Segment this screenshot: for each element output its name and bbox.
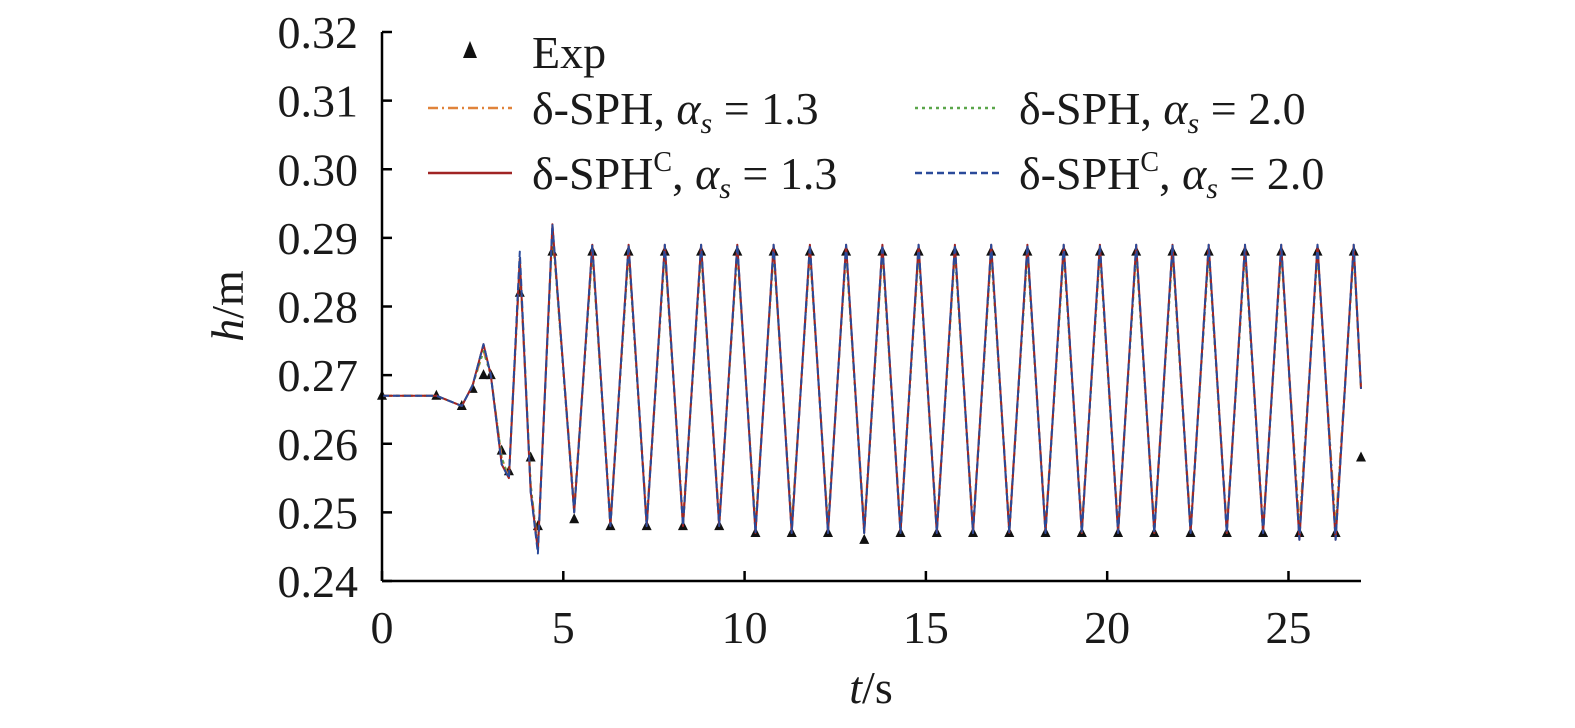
legend-label: δ-SPH, αs = 2.0 — [1019, 83, 1306, 140]
legend-entry-4: δ-SPHC, αs = 2.0 — [915, 147, 1324, 205]
legend-entry-0: Exp — [463, 27, 606, 78]
exp-point — [525, 451, 536, 462]
x-tick-label: 25 — [1265, 602, 1311, 653]
legend-label: δ-SPH, αs = 1.3 — [532, 83, 819, 140]
y-tick-label: 0.29 — [278, 213, 359, 264]
y-tick-label: 0.28 — [278, 282, 359, 333]
x-tick-label: 5 — [552, 602, 575, 653]
x-axis-unit: /s — [862, 662, 893, 713]
exp-point — [859, 533, 870, 544]
y-ticks: 0.24 0.25 0.26 0.27 0.28 0.29 0.30 0.31 0.32 — [278, 7, 392, 607]
legend-label: Exp — [532, 27, 606, 78]
x-tick-label: 0 — [371, 602, 394, 653]
x-axis-title: t/s — [849, 662, 892, 713]
x-axis-var: t — [849, 662, 863, 713]
y-tick-label: 0.31 — [278, 76, 359, 127]
legend-label: δ-SPHC, αs = 2.0 — [1019, 147, 1324, 205]
y-tick-label: 0.27 — [278, 350, 359, 401]
x-tick-label: 20 — [1084, 602, 1130, 653]
x-tick-label: 15 — [903, 602, 949, 653]
y-tick-label: 0.32 — [278, 7, 359, 58]
y-tick-label: 0.25 — [278, 487, 359, 538]
y-axis-title: h/m — [202, 270, 253, 342]
plot-area — [377, 223, 1366, 555]
legend-entry-2: δ-SPH, αs = 2.0 — [915, 83, 1306, 140]
x-ticks: 0 5 10 15 20 25 — [371, 571, 1311, 653]
exp-point — [569, 513, 580, 524]
series-line-3 — [382, 223, 1362, 552]
series-line-2 — [382, 230, 1362, 552]
legend-entry-1: δ-SPH, αs = 1.3 — [428, 83, 819, 140]
exp-point — [478, 369, 489, 380]
exp-point — [1356, 451, 1366, 462]
y-axis-unit: /m — [202, 270, 253, 319]
series-line-4 — [382, 223, 1362, 555]
y-tick-label: 0.24 — [278, 556, 359, 607]
y-axis-var: h — [202, 319, 253, 342]
y-tick-label: 0.30 — [278, 144, 359, 195]
y-tick-label: 0.26 — [278, 419, 359, 470]
x-tick-label: 10 — [722, 602, 768, 653]
legend-swatch-triangle — [463, 41, 477, 58]
series-line-1 — [382, 230, 1362, 548]
legend-entry-3: δ-SPHC, αs = 1.3 — [428, 147, 837, 205]
exp-point — [514, 286, 525, 297]
legend-label: δ-SPHC, αs = 1.3 — [532, 147, 837, 205]
